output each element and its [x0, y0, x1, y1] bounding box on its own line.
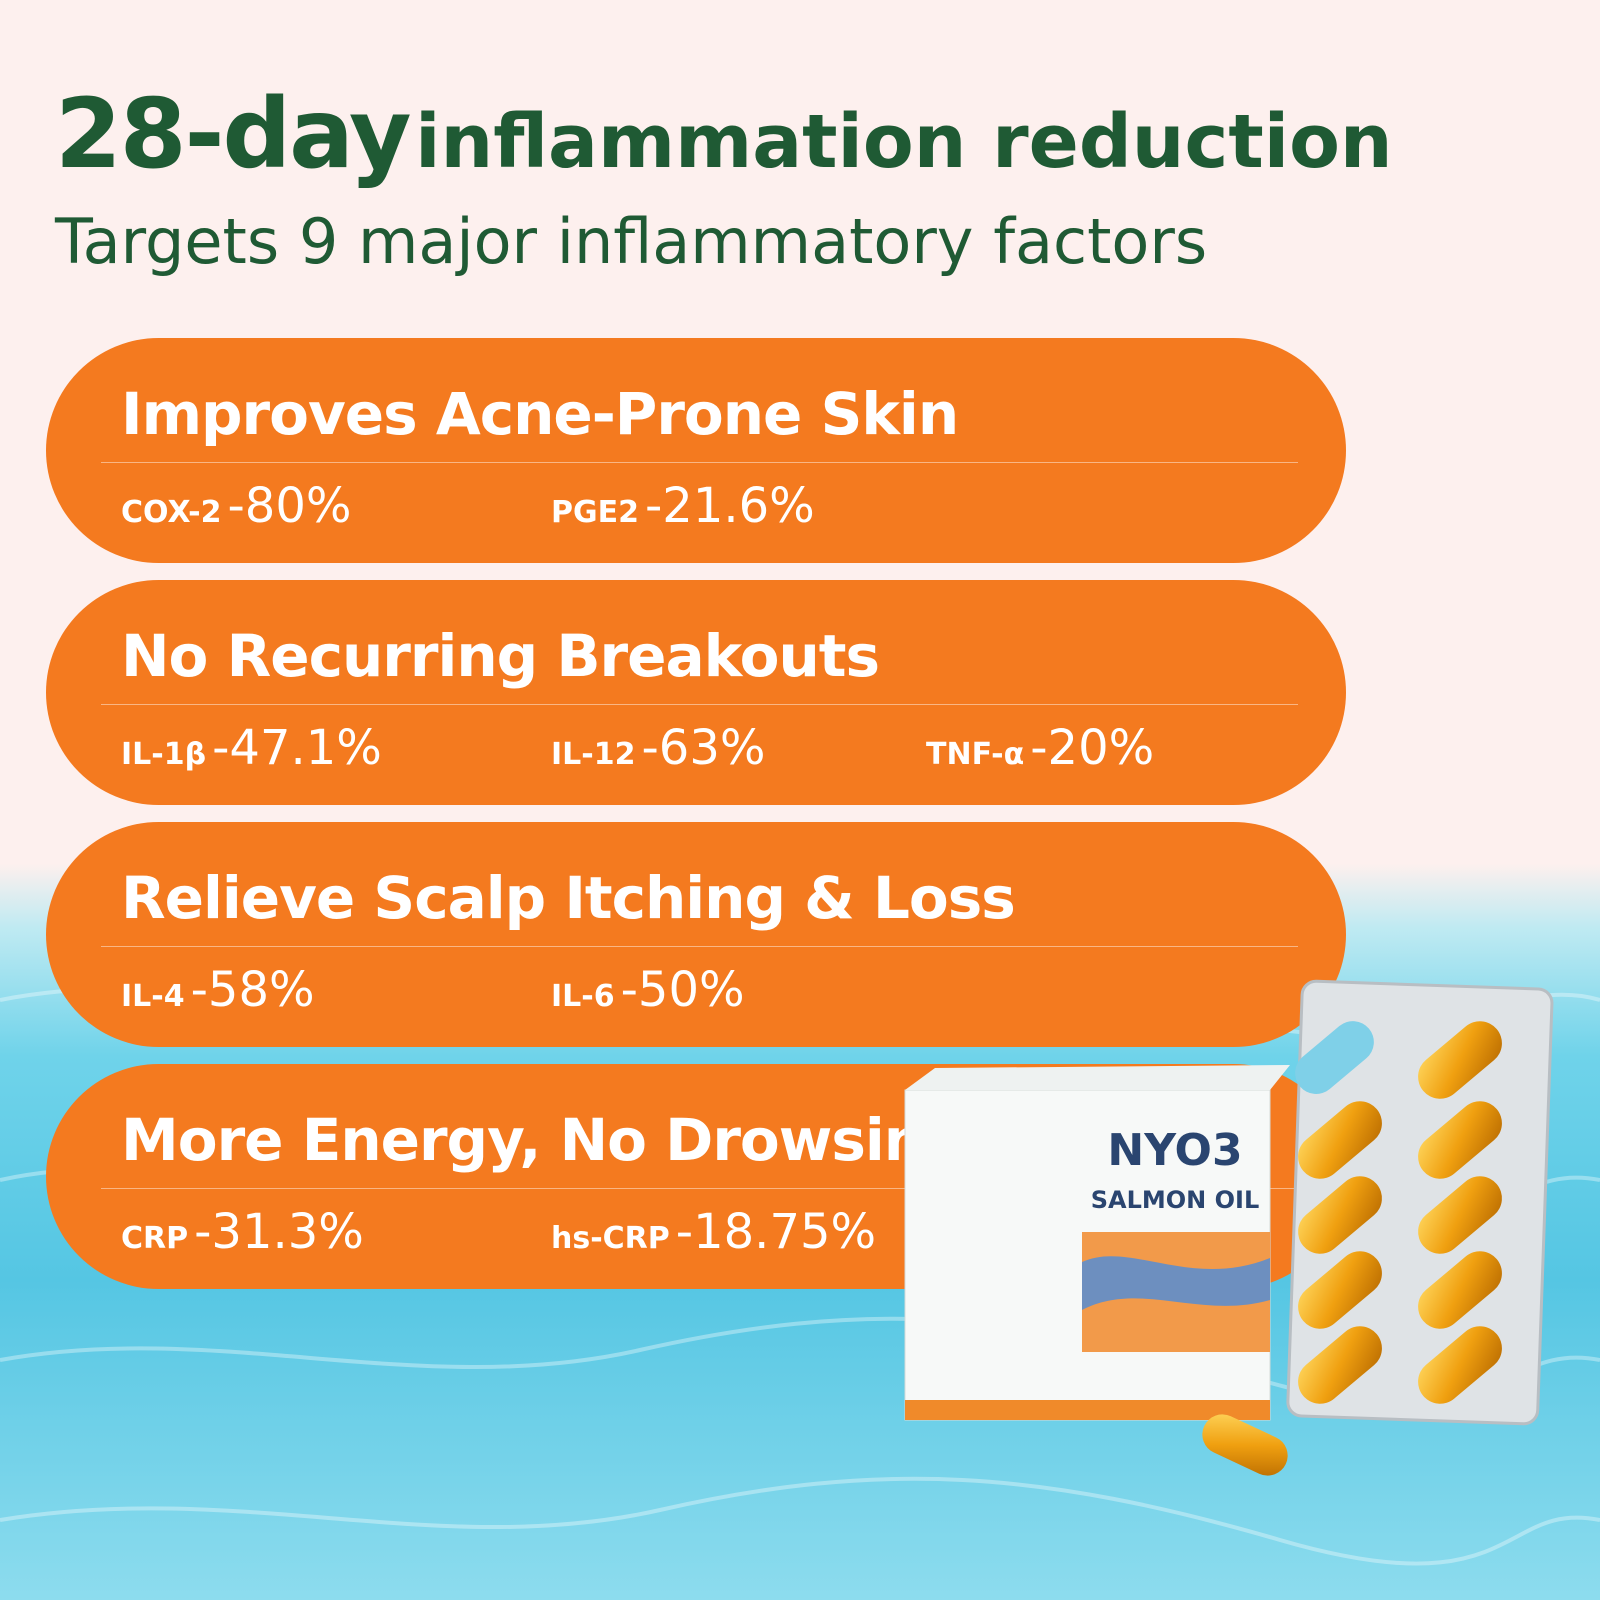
- capsule: [1418, 1101, 1502, 1179]
- factor-change: -31.3%: [194, 1204, 364, 1260]
- divider: [101, 704, 1298, 705]
- capsule: [1298, 1251, 1382, 1329]
- card-title: More Energy, No Drowsiness: [121, 1106, 1030, 1174]
- capsule: [1418, 1021, 1502, 1099]
- factor-name: PGE2: [551, 495, 639, 530]
- factor-change: -50%: [620, 962, 745, 1018]
- factor-name: IL-12: [551, 737, 636, 772]
- capsule: [1298, 1326, 1382, 1404]
- capsule: [1418, 1251, 1502, 1329]
- product-name: SALMON OIL: [1091, 1186, 1260, 1214]
- factor-change: -20%: [1030, 720, 1155, 776]
- factor-change: -58%: [190, 962, 315, 1018]
- benefit-card: Improves Acne-Prone Skin COX-2 -80% PGE2 -21…: [46, 338, 1346, 563]
- factor-item: IL-4 -58%: [121, 962, 315, 1018]
- divider: [101, 462, 1298, 463]
- benefit-card: No Recurring Breakouts IL-1β -47.1% IL-12 -6…: [46, 580, 1346, 805]
- factor-item: COX-2 -80%: [121, 478, 351, 534]
- factor-item: PGE2 -21.6%: [551, 478, 815, 534]
- capsule: [1418, 1326, 1502, 1404]
- factor-item: hs-CRP -18.75%: [551, 1204, 876, 1260]
- factor-name: hs-CRP: [551, 1221, 670, 1256]
- headline: 28-day inflammation reduction: [55, 78, 1393, 190]
- factor-name: CRP: [121, 1221, 189, 1256]
- factor-change: -63%: [641, 720, 766, 776]
- factor-name: TNF-α: [926, 737, 1025, 772]
- card-title: Improves Acne-Prone Skin: [121, 380, 959, 448]
- factor-item: IL-12 -63%: [551, 720, 766, 776]
- capsule: [1418, 1176, 1502, 1254]
- card-title: Relieve Scalp Itching & Loss: [121, 864, 1016, 932]
- product-brand: NYO3: [1107, 1125, 1242, 1176]
- factor-item: TNF-α -20%: [926, 720, 1154, 776]
- factor-item: IL-6 -50%: [551, 962, 745, 1018]
- factor-item: IL-1β -47.1%: [121, 720, 382, 776]
- factor-name: IL-1β: [121, 737, 207, 772]
- factor-name: COX-2: [121, 495, 222, 530]
- factor-item: CRP -31.3%: [121, 1204, 364, 1260]
- factor-name: IL-6: [551, 979, 615, 1014]
- capsule: [1298, 1101, 1382, 1179]
- card-title: No Recurring Breakouts: [121, 622, 880, 690]
- headline-bold: 28-day: [55, 78, 412, 190]
- factor-name: IL-4: [121, 979, 185, 1014]
- benefit-card: Relieve Scalp Itching & Loss IL-4 -58% IL-6…: [46, 822, 1346, 1047]
- capsule: [1298, 1176, 1382, 1254]
- divider: [101, 946, 1298, 947]
- subtitle: Targets 9 major inflammatory factors: [55, 205, 1208, 278]
- factor-change: -18.75%: [675, 1204, 877, 1260]
- divider: [101, 1188, 1298, 1189]
- headline-rest: inflammation reduction: [415, 99, 1393, 185]
- factor-change: -47.1%: [212, 720, 382, 776]
- factor-change: -21.6%: [644, 478, 815, 534]
- factor-change: -80%: [227, 478, 352, 534]
